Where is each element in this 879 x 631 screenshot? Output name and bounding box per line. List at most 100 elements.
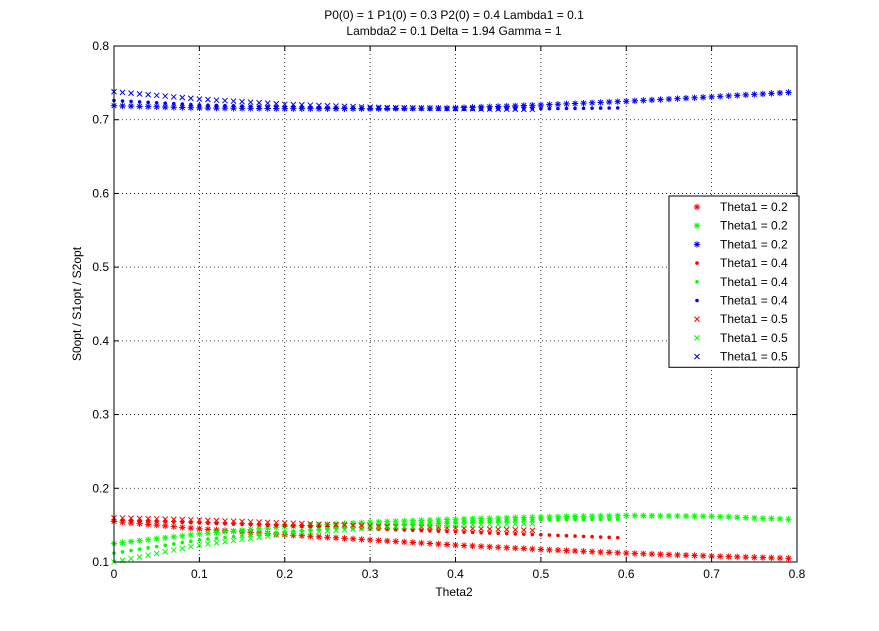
data-point [708, 513, 715, 520]
data-point [452, 541, 459, 549]
data-point [257, 532, 261, 537]
data-point [426, 523, 433, 529]
data-point [333, 527, 339, 534]
data-point [462, 530, 466, 534]
data-point [144, 103, 152, 110]
data-point [375, 523, 382, 530]
legend-marker [694, 353, 700, 360]
data-point [273, 532, 280, 539]
legend-entry: Theta1 = 0.2 [693, 200, 788, 214]
series-6 [111, 514, 536, 534]
data-point [581, 106, 586, 111]
data-point [264, 519, 271, 526]
data-point [648, 96, 656, 104]
data-point [573, 534, 577, 538]
data-point [367, 522, 374, 529]
data-point [785, 89, 792, 96]
data-point [522, 532, 526, 536]
data-point [590, 517, 594, 522]
data-point [571, 100, 579, 107]
data-point [564, 517, 569, 522]
data-point [187, 543, 194, 550]
data-point [580, 548, 587, 555]
data-point [129, 548, 133, 553]
data-point [419, 521, 424, 526]
data-point [479, 530, 483, 535]
data-point [648, 550, 656, 558]
data-point [197, 103, 202, 107]
data-point [119, 515, 126, 521]
data-point [307, 529, 314, 536]
data-point [290, 520, 297, 527]
data-point [573, 517, 577, 522]
data-point [546, 101, 553, 108]
data-point [503, 521, 510, 528]
legend-marker [693, 241, 701, 248]
data-point [392, 104, 399, 111]
data-point [146, 546, 150, 550]
data-point [699, 94, 707, 101]
data-point [162, 522, 169, 530]
legend-label: Theta1 = 0.2 [720, 219, 788, 233]
data-point [187, 516, 194, 523]
data-point [248, 104, 253, 109]
data-point [409, 539, 417, 546]
data-point [674, 551, 681, 559]
data-point [725, 553, 732, 560]
data-point [248, 522, 253, 527]
data-point [171, 101, 176, 106]
data-point [436, 521, 441, 525]
data-point [409, 105, 416, 111]
data-point [682, 552, 690, 559]
data-point [426, 105, 433, 112]
data-point [615, 535, 620, 540]
data-point [513, 518, 518, 523]
data-point [153, 92, 160, 99]
data-point [411, 522, 415, 526]
data-point [238, 527, 246, 534]
data-point [478, 525, 485, 532]
data-point [495, 526, 502, 533]
data-point [512, 526, 519, 533]
data-point [384, 523, 391, 530]
data-point [751, 514, 758, 522]
data-point [657, 551, 664, 558]
legend-entry: Theta1 = 0.5 [694, 331, 788, 345]
data-point [768, 554, 775, 562]
data-point [230, 537, 237, 544]
data-point [573, 106, 577, 111]
chart-title-line-2: Lambda2 = 0.1 Delta = 1.94 Gamma = 1 [346, 24, 561, 38]
data-point [324, 534, 331, 541]
data-point [462, 520, 466, 524]
data-point [513, 532, 518, 536]
data-point [239, 518, 245, 525]
data-point [453, 107, 458, 112]
data-point [308, 524, 313, 529]
data-point [759, 554, 767, 561]
data-point [341, 526, 348, 533]
data-point [153, 550, 160, 557]
data-point [503, 526, 510, 533]
data-point [598, 106, 603, 110]
data-point [547, 533, 552, 537]
data-point [179, 516, 186, 523]
data-point [674, 512, 681, 520]
x-tick-label: 0.8 [789, 567, 806, 581]
data-point [162, 103, 169, 111]
data-point [189, 520, 193, 525]
data-point [751, 554, 758, 561]
data-point [428, 521, 432, 526]
data-point [145, 91, 152, 98]
data-point [615, 517, 620, 522]
data-point [392, 524, 399, 531]
data-point [136, 515, 143, 522]
data-point [247, 99, 254, 106]
data-point [213, 539, 220, 546]
data-point [298, 520, 305, 527]
data-point [257, 104, 261, 109]
data-point [529, 520, 536, 527]
data-point [479, 519, 483, 524]
data-point [256, 519, 263, 525]
data-point [418, 517, 425, 524]
data-point [426, 516, 434, 524]
